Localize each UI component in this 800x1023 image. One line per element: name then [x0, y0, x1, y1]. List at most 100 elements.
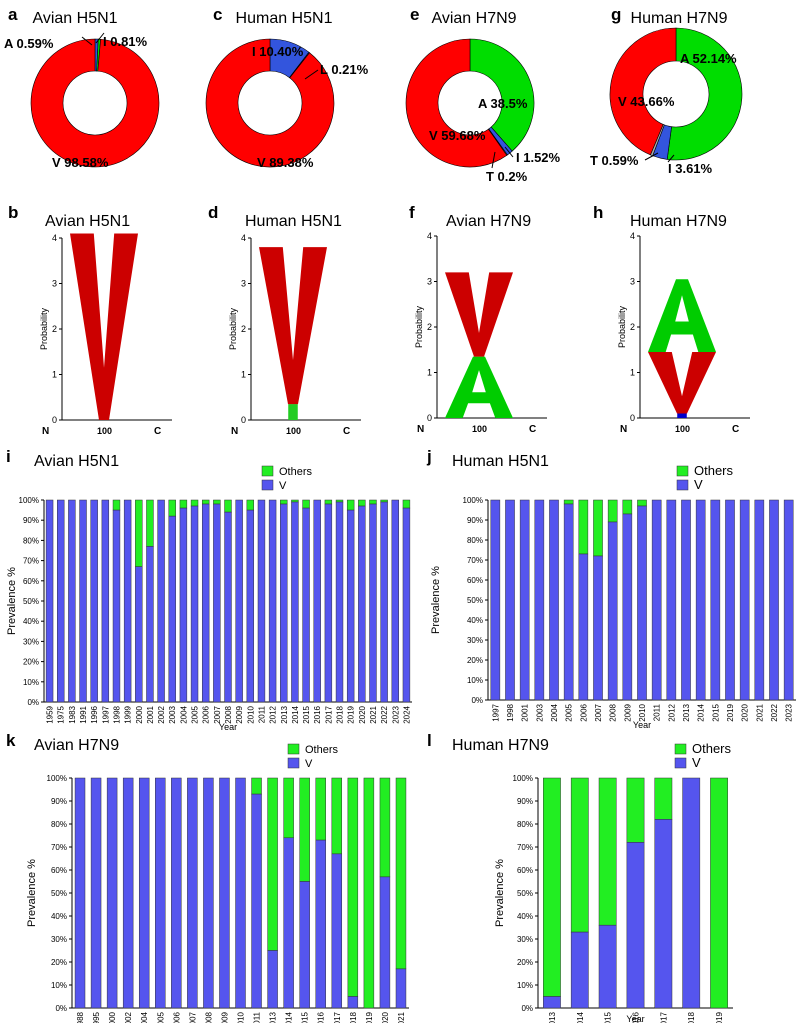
bar-panel-j: j Human H5N1 0% 10% 20% 30% 40% 50% 60% 70% 80% 9… [426, 447, 796, 730]
bar-v [187, 777, 198, 1009]
panel-letter: g [611, 5, 621, 24]
panel-title: Avian H7N9 [446, 213, 531, 230]
stacked-bar-chart: 0% 10% 20% 30% 40% 50% 60% 70% 80% 90% 100% 2013 201… [494, 741, 733, 1023]
legend-label-others: Others [279, 466, 313, 478]
x-axis-label: Year [626, 1014, 644, 1023]
legend-swatch-v [261, 479, 274, 491]
bar-v [45, 499, 54, 703]
x-axis-label: Year [633, 720, 651, 730]
bar-v [622, 513, 633, 701]
y-tick-label: 30% [467, 636, 483, 645]
bar-v [283, 837, 294, 1009]
bar-others [710, 777, 728, 1009]
bar-v [112, 509, 121, 703]
bar-v [369, 503, 377, 703]
logo-letter-v [70, 233, 138, 420]
bar-v [257, 499, 266, 703]
legend-swatch-others [261, 465, 274, 477]
bar-v [739, 499, 750, 701]
x-tick-label: 1995 [92, 1011, 101, 1023]
y-tick-label: 100% [463, 496, 483, 505]
y-tick-label: 0 [241, 415, 246, 425]
legend-swatch-v [287, 757, 300, 769]
c-terminus-label: C [154, 426, 161, 437]
bar-others [563, 499, 574, 505]
x-tick-label: 2023 [391, 705, 400, 723]
y-tick-label: 4 [427, 231, 432, 241]
bar-others [291, 499, 299, 503]
panel-title: Human H5N1 [245, 213, 342, 230]
bar-v [682, 777, 701, 1009]
bar-v [235, 777, 246, 1009]
bar-v [267, 950, 278, 1009]
x-tick-label: 2016 [632, 1011, 641, 1023]
y-tick-label: 40% [23, 617, 39, 626]
x-tick-label: 2001 [146, 705, 155, 723]
x-tick-label: 2001 [521, 703, 530, 721]
bar-others [299, 777, 310, 882]
bar-v [201, 503, 210, 703]
logo-letter-v [259, 247, 327, 405]
x-tick-label: 2008 [224, 705, 233, 723]
bar-v [106, 777, 118, 1009]
y-tick-label: 90% [517, 797, 533, 806]
slice-label: L 0.21% [320, 62, 369, 77]
x-tick-label: 2006 [202, 705, 211, 723]
logo-panel-h: h Human H7N9 0 1 2 3 4 Probability N C 100 [593, 203, 750, 435]
bar-others [607, 499, 618, 523]
y-tick-label: 0% [55, 1004, 67, 1013]
bar-others [251, 777, 262, 795]
bar-others [179, 499, 188, 509]
bar-others [315, 777, 326, 841]
x-tick-label: 2020 [741, 703, 750, 721]
bar-v [563, 503, 574, 701]
leader-line [644, 152, 659, 161]
y-tick-label: 60% [467, 576, 483, 585]
x-tick-label: 2022 [380, 705, 389, 723]
bar-v [695, 499, 706, 701]
panel-letter: k [6, 731, 16, 750]
bar-v [598, 924, 617, 1009]
bar-others [302, 499, 310, 509]
bar-others [224, 499, 232, 513]
x-tick-label: 2013 [280, 705, 289, 723]
x-axis-label: Year [219, 722, 237, 732]
y-tick-label: 30% [51, 935, 67, 944]
bar-v [651, 499, 662, 701]
y-tick-label: 50% [517, 889, 533, 898]
donut-slice-a [469, 38, 535, 152]
x-tick-label: 2009 [220, 1011, 229, 1023]
bar-v [593, 555, 603, 701]
bar-panel-l: l Human H7N9 0% 10% 20% 30% 40% 50% 60% 70% 80% 9… [427, 731, 733, 1023]
bar-others [135, 499, 143, 567]
x-tick-label: 2009 [623, 703, 632, 721]
panel-letter: j [426, 447, 432, 466]
x-tick-label: 2010 [237, 1011, 246, 1023]
panel-title: Human H7N9 [452, 737, 549, 754]
x-tick-label: 2008 [609, 703, 618, 721]
c-terminus-label: C [529, 424, 536, 435]
bar-others [358, 499, 366, 507]
legend-swatch-v [674, 757, 687, 769]
x-tick-label: 2013 [269, 1011, 278, 1023]
x-tick-label: 2004 [140, 1011, 149, 1023]
y-tick-label: 0 [630, 413, 635, 423]
bar-v [123, 499, 132, 703]
legend-swatch-others [674, 743, 687, 755]
bar-v [380, 501, 388, 703]
y-tick-label: 10% [23, 678, 39, 687]
y-tick-label: 2 [241, 324, 246, 334]
bar-v [578, 553, 589, 701]
bar-v [74, 777, 86, 1009]
x-tick-label: 1997 [491, 703, 500, 721]
legend-label-others: Others [694, 463, 734, 478]
bar-v [769, 499, 779, 701]
x-tick-label: 2019 [365, 1011, 374, 1023]
y-tick-label: 3 [630, 277, 635, 287]
bar-v [246, 509, 255, 703]
bar-v [347, 996, 359, 1009]
x-tick-label: 2007 [188, 1011, 197, 1023]
y-tick-label: 4 [52, 233, 57, 243]
panel-letter: i [6, 447, 11, 466]
x-tick-label: 1998 [112, 705, 121, 723]
